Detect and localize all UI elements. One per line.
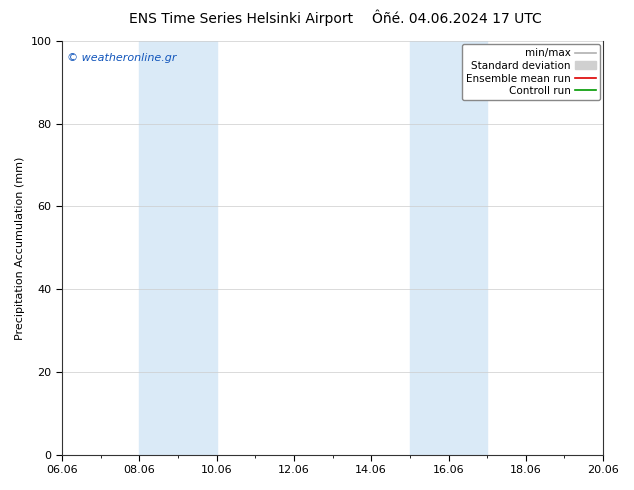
Text: ENS Time Series Helsinki Airport: ENS Time Series Helsinki Airport <box>129 12 353 26</box>
Text: Ôñé. 04.06.2024 17 UTC: Ôñé. 04.06.2024 17 UTC <box>372 12 541 26</box>
Bar <box>410 41 487 455</box>
Legend: min/max, Standard deviation, Ensemble mean run, Controll run: min/max, Standard deviation, Ensemble me… <box>462 44 600 100</box>
Bar <box>139 41 217 455</box>
Y-axis label: Precipitation Accumulation (mm): Precipitation Accumulation (mm) <box>15 156 25 340</box>
Text: © weatheronline.gr: © weatheronline.gr <box>67 53 177 64</box>
